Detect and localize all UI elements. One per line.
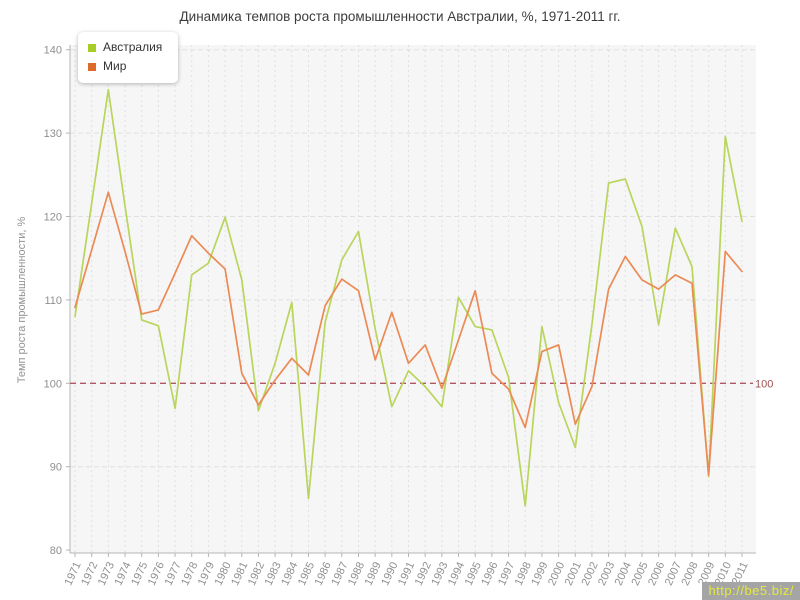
baseline-label: 100 — [755, 378, 773, 390]
y-tick-label: 140 — [44, 45, 62, 57]
legend-item-australia[interactable]: Австралия — [88, 38, 162, 57]
y-tick-label: 100 — [44, 378, 62, 390]
y-tick-label: 80 — [50, 545, 62, 557]
y-tick-label: 120 — [44, 212, 62, 224]
watermark-link[interactable]: http://be5.biz/ — [702, 582, 800, 600]
legend: Австралия Мир — [78, 32, 179, 83]
legend-label-world: Мир — [103, 59, 127, 73]
plot-area — [70, 45, 756, 553]
y-axis-title: Темп роста промышленности, % — [16, 216, 28, 384]
y-tick-label: 110 — [44, 295, 62, 307]
legend-label-australia: Австралия — [103, 40, 163, 54]
y-tick-label: 90 — [50, 462, 62, 474]
world-series-marker-icon — [88, 62, 96, 71]
legend-item-world[interactable]: Мир — [88, 57, 162, 76]
series-line-australia — [74, 88, 743, 507]
y-tick-label: 130 — [44, 128, 62, 140]
chart-title: Динамика темпов роста промышленности Авс… — [179, 9, 621, 24]
series-line-world — [74, 191, 743, 476]
australia-series-marker-icon — [88, 43, 96, 52]
